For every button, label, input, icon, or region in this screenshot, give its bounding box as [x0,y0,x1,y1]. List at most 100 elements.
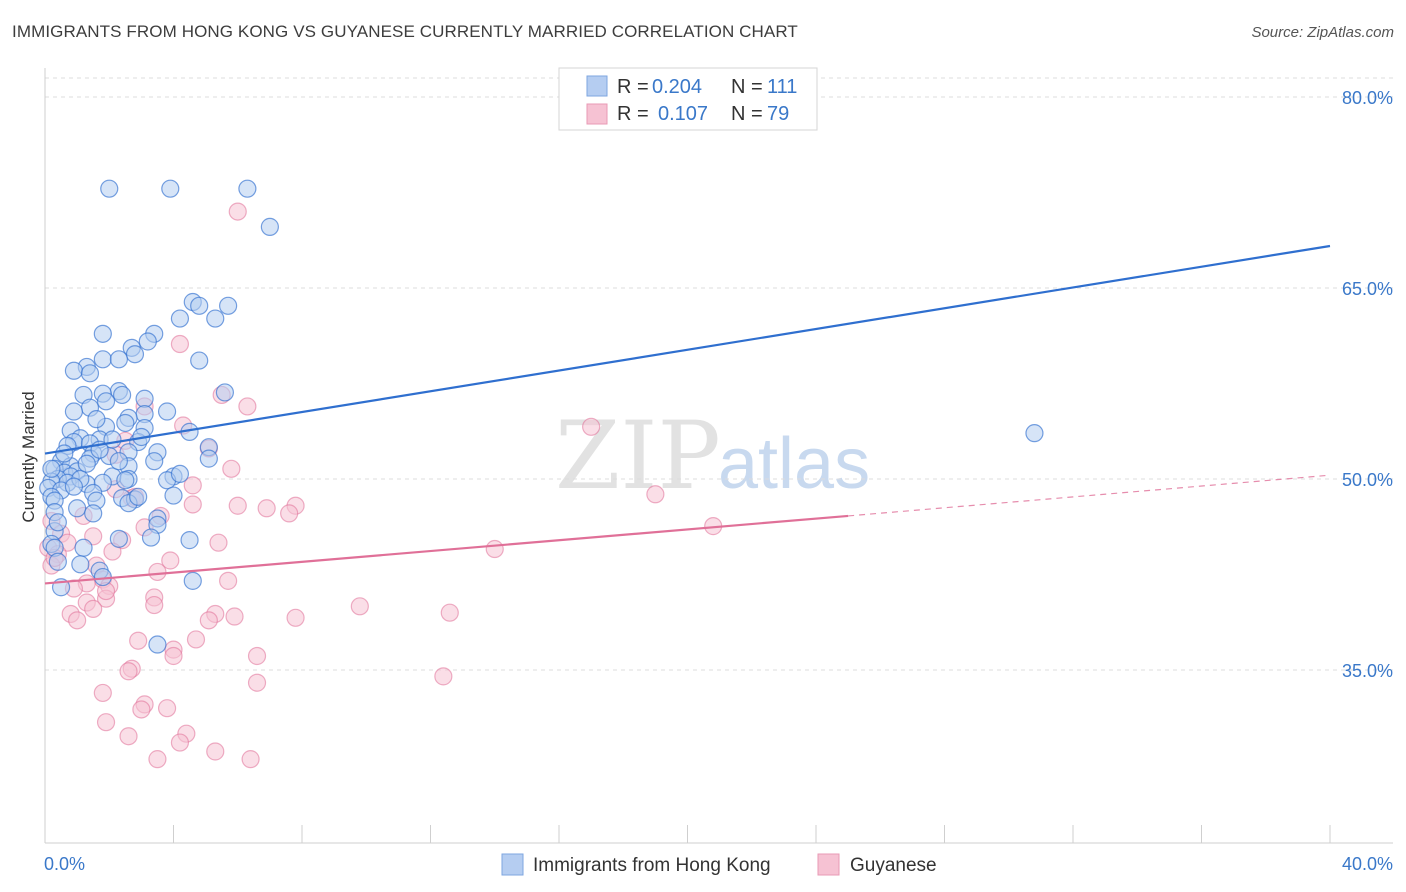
hong-kong-point-5 [170,309,190,328]
y-tick-label-1: 50.0% [1342,470,1393,490]
hong-kong-point-94 [1025,424,1044,443]
guyanese-point-36 [219,571,238,590]
hong-kong-point-18 [64,361,84,380]
hong-kong-point-100 [87,410,106,429]
legend-n-value-2: 79 [767,103,789,125]
hong-kong-point-98 [129,487,148,506]
guyanese-point-13 [646,485,665,504]
hong-kong-point-19 [80,364,100,383]
grid-lines [45,77,1393,671]
guyanese-point-15 [183,495,202,514]
legend-r-value-2: 0.107 [658,103,708,125]
x-tick-labels: 0.0% 40.0% [44,854,1393,874]
guyanese-trend-line [44,514,849,585]
hong-kong-point-83 [180,531,199,550]
hong-kong-point-2 [238,179,257,198]
guyanese-point-57 [247,646,267,666]
hong-kong-point-82 [141,528,161,547]
hong-kong-point-14 [93,350,112,369]
x-tick-label-0: 0.0% [44,854,85,874]
guyanese-point-16 [228,496,247,515]
guyanese-point-56 [164,646,183,666]
guyanese-point-11 [183,476,202,495]
guyanese-point-6 [582,417,601,436]
hong-kong-point-13 [125,345,145,364]
y-tick-labels: 35.0% 50.0% 65.0% 80.0% [1342,88,1393,681]
legend-r-label-1: R = [617,76,649,98]
hong-kong-point-16 [190,351,209,370]
bottom-legend-swatch-hong-kong [501,853,524,876]
hong-kong-point-23 [215,383,234,402]
chart-source: Source: ZipAtlas.com [1251,24,1394,41]
guyanese-point-43 [145,595,164,615]
guyanese-point-17 [257,499,276,518]
guyanese-point-59 [119,662,138,681]
hong-kong-point-110 [157,402,177,421]
bottom-legend-label-guyanese: Guyanese [850,855,937,876]
guyanese-point-71 [148,750,167,769]
guyanese-point-68 [119,727,138,746]
hong-kong-point-48 [145,452,164,471]
watermark-atlas: atlas [718,424,870,504]
y-tick-label-3: 80.0% [1342,88,1393,108]
hong-kong-point-25 [135,389,154,408]
hong-kong-point-11 [138,332,157,351]
guyanese-point-62 [93,683,112,703]
y-axis-label: Currently Married [19,391,38,522]
chart-title: IMMIGRANTS FROM HONG KONG VS GUYANESE CU… [12,22,798,41]
hong-kong-point-3 [260,217,279,236]
guyanese-point-70 [206,742,225,761]
hong-kong-point-104 [96,392,116,411]
hong-kong-point-77 [84,504,103,523]
hong-kong-point-6 [206,309,225,328]
hong-kong-point-47 [199,449,218,468]
legend-n-value-1: 111 [767,76,797,98]
stats-legend: R = 0.204 N = 111 R = 0.107 N = 79 [558,67,818,131]
guyanese-point-53 [186,630,206,649]
guyanese-point-20 [280,504,299,523]
guyanese-point-51 [199,611,218,630]
legend-n-label-2: N = [731,103,763,125]
guyanese-point-50 [286,608,305,627]
hong-kong-points [39,179,1044,654]
hong-kong-point-101 [48,513,67,532]
hong-kong-point-1 [161,179,180,198]
hong-kong-point-91 [183,571,202,590]
hong-kong-point-109 [77,454,96,473]
guyanese-point-31 [161,551,180,570]
hong-kong-point-15 [109,350,128,369]
guyanese-point-44 [350,597,369,616]
guyanese-point-66 [96,713,116,732]
hong-kong-point-108 [116,471,135,490]
hong-kong-point-97 [109,452,128,471]
trend-lines [44,244,1331,585]
guyanese-point-65 [157,699,177,718]
guyanese-point-72 [241,750,260,769]
guyanese-point-76 [209,533,228,552]
guyanese-point-49 [225,607,244,626]
hong-kong-trend-line [44,244,1331,455]
hong-kong-point-0 [100,179,119,198]
guyanese-point-0 [228,202,247,221]
guyanese-point-69 [170,733,190,752]
hong-kong-point-95 [42,459,61,478]
hong-kong-point-103 [170,464,190,484]
hong-kong-point-93 [148,635,167,654]
guyanese-point-52 [68,611,87,630]
watermark-zip: ZIP [555,402,721,511]
guyanese-point-3 [238,397,257,416]
hong-kong-point-30 [116,413,135,433]
hong-kong-point-75 [68,499,87,518]
legend-r-value-1: 0.204 [652,76,702,98]
x-tick-label-1: 40.0% [1342,854,1393,874]
hong-kong-point-99 [55,444,74,463]
hong-kong-point-87 [48,552,67,571]
y-tick-label-0: 35.0% [1342,661,1393,681]
legend-swatch-hong-kong [586,75,608,97]
guyanese-trend-extension [848,474,1331,517]
y-tick-label-2: 65.0% [1342,279,1393,299]
guyanese-point-29 [485,539,504,559]
guyanese-point-54 [129,631,148,650]
hong-kong-point-70 [164,486,183,505]
